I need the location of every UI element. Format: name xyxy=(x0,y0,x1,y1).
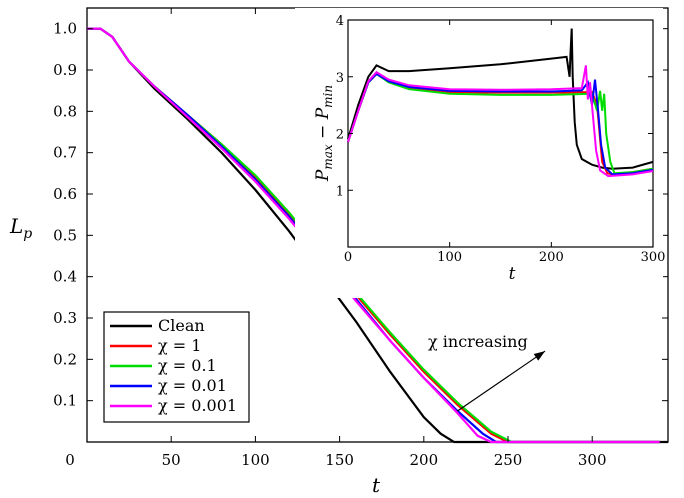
legend-label-1: χ = 1 xyxy=(158,336,201,355)
y-tick-label-7: 0.8 xyxy=(53,102,77,120)
annotation-label: χ increasing xyxy=(428,332,528,351)
inset-x-tick-label-2: 200 xyxy=(539,250,564,265)
inset-plot: 0 100 200 300 1 2 3 4 xyxy=(295,8,665,298)
y-tick-label-6: 0.7 xyxy=(53,144,77,162)
annotation: χ increasing xyxy=(428,332,546,412)
inset-x-tick-label-3: 300 xyxy=(641,250,666,265)
inset-x-axis-label: t xyxy=(509,264,516,284)
legend-label-3: χ = 0.01 xyxy=(158,376,227,395)
y-tick-label-8: 0.9 xyxy=(53,61,77,79)
x-tick-label-4: 200 xyxy=(409,451,438,469)
svg-text:Lp: Lp xyxy=(9,214,32,242)
y-tick-label-3: 0.4 xyxy=(53,268,77,286)
y-tick-label-5: 0.6 xyxy=(53,185,77,203)
annotation-arrow-head xyxy=(533,351,546,361)
y-tick-label-4: 0.5 xyxy=(53,226,77,244)
inset-series-line-4 xyxy=(347,65,654,178)
inset-series-line-3 xyxy=(347,72,654,176)
inset-y-tick-label-3: 3 xyxy=(336,71,344,86)
x-tick-label-3: 150 xyxy=(325,451,354,469)
main-plot: 0 50 100 150 200 250 300 0.1 0.2 0.3 0.4 0.5 0.6 0.7 0… xyxy=(53,7,669,469)
inset-ticks-group: 0 100 200 300 1 2 3 4 xyxy=(336,14,666,265)
main-series-group xyxy=(87,27,668,444)
y-tick-label-1: 0.2 xyxy=(53,350,77,368)
x-tick-label-0: 0 xyxy=(65,451,75,469)
y-tick-label-2: 0.3 xyxy=(53,309,77,327)
main-series-line-4 xyxy=(87,27,660,444)
legend-label-2: χ = 0.1 xyxy=(158,356,217,375)
legend-label-4: χ = 0.001 xyxy=(158,396,237,415)
y-axis-label: Lp xyxy=(9,214,32,242)
x-tick-label-5: 250 xyxy=(494,451,523,469)
x-tick-label-2: 100 xyxy=(241,451,270,469)
main-ticks-group: 0 50 100 150 200 250 300 0.1 0.2 0.3 0.4 0.5 0.6 0.7 0… xyxy=(53,8,668,469)
annotation-arrow xyxy=(457,350,546,412)
inset-y-tick-label-4: 4 xyxy=(336,14,344,29)
x-axis-label: t xyxy=(372,473,381,497)
x-tick-label-1: 50 xyxy=(162,451,181,469)
inset-y-tick-label-2: 2 xyxy=(336,128,344,143)
inset-x-tick-label-1: 100 xyxy=(437,250,462,265)
y-tick-label-0: 0.1 xyxy=(53,392,77,410)
inset-series-line-0 xyxy=(347,28,654,170)
inset-y-tick-label-1: 1 xyxy=(336,184,344,199)
y-tick-label-9: 1.0 xyxy=(53,20,77,38)
legend-box xyxy=(103,311,250,423)
x-tick-label-6: 300 xyxy=(578,451,607,469)
legend-label-0: Clean xyxy=(158,316,205,335)
inset-series-group xyxy=(347,28,654,178)
inset-x-tick-label-0: 0 xyxy=(344,250,352,265)
